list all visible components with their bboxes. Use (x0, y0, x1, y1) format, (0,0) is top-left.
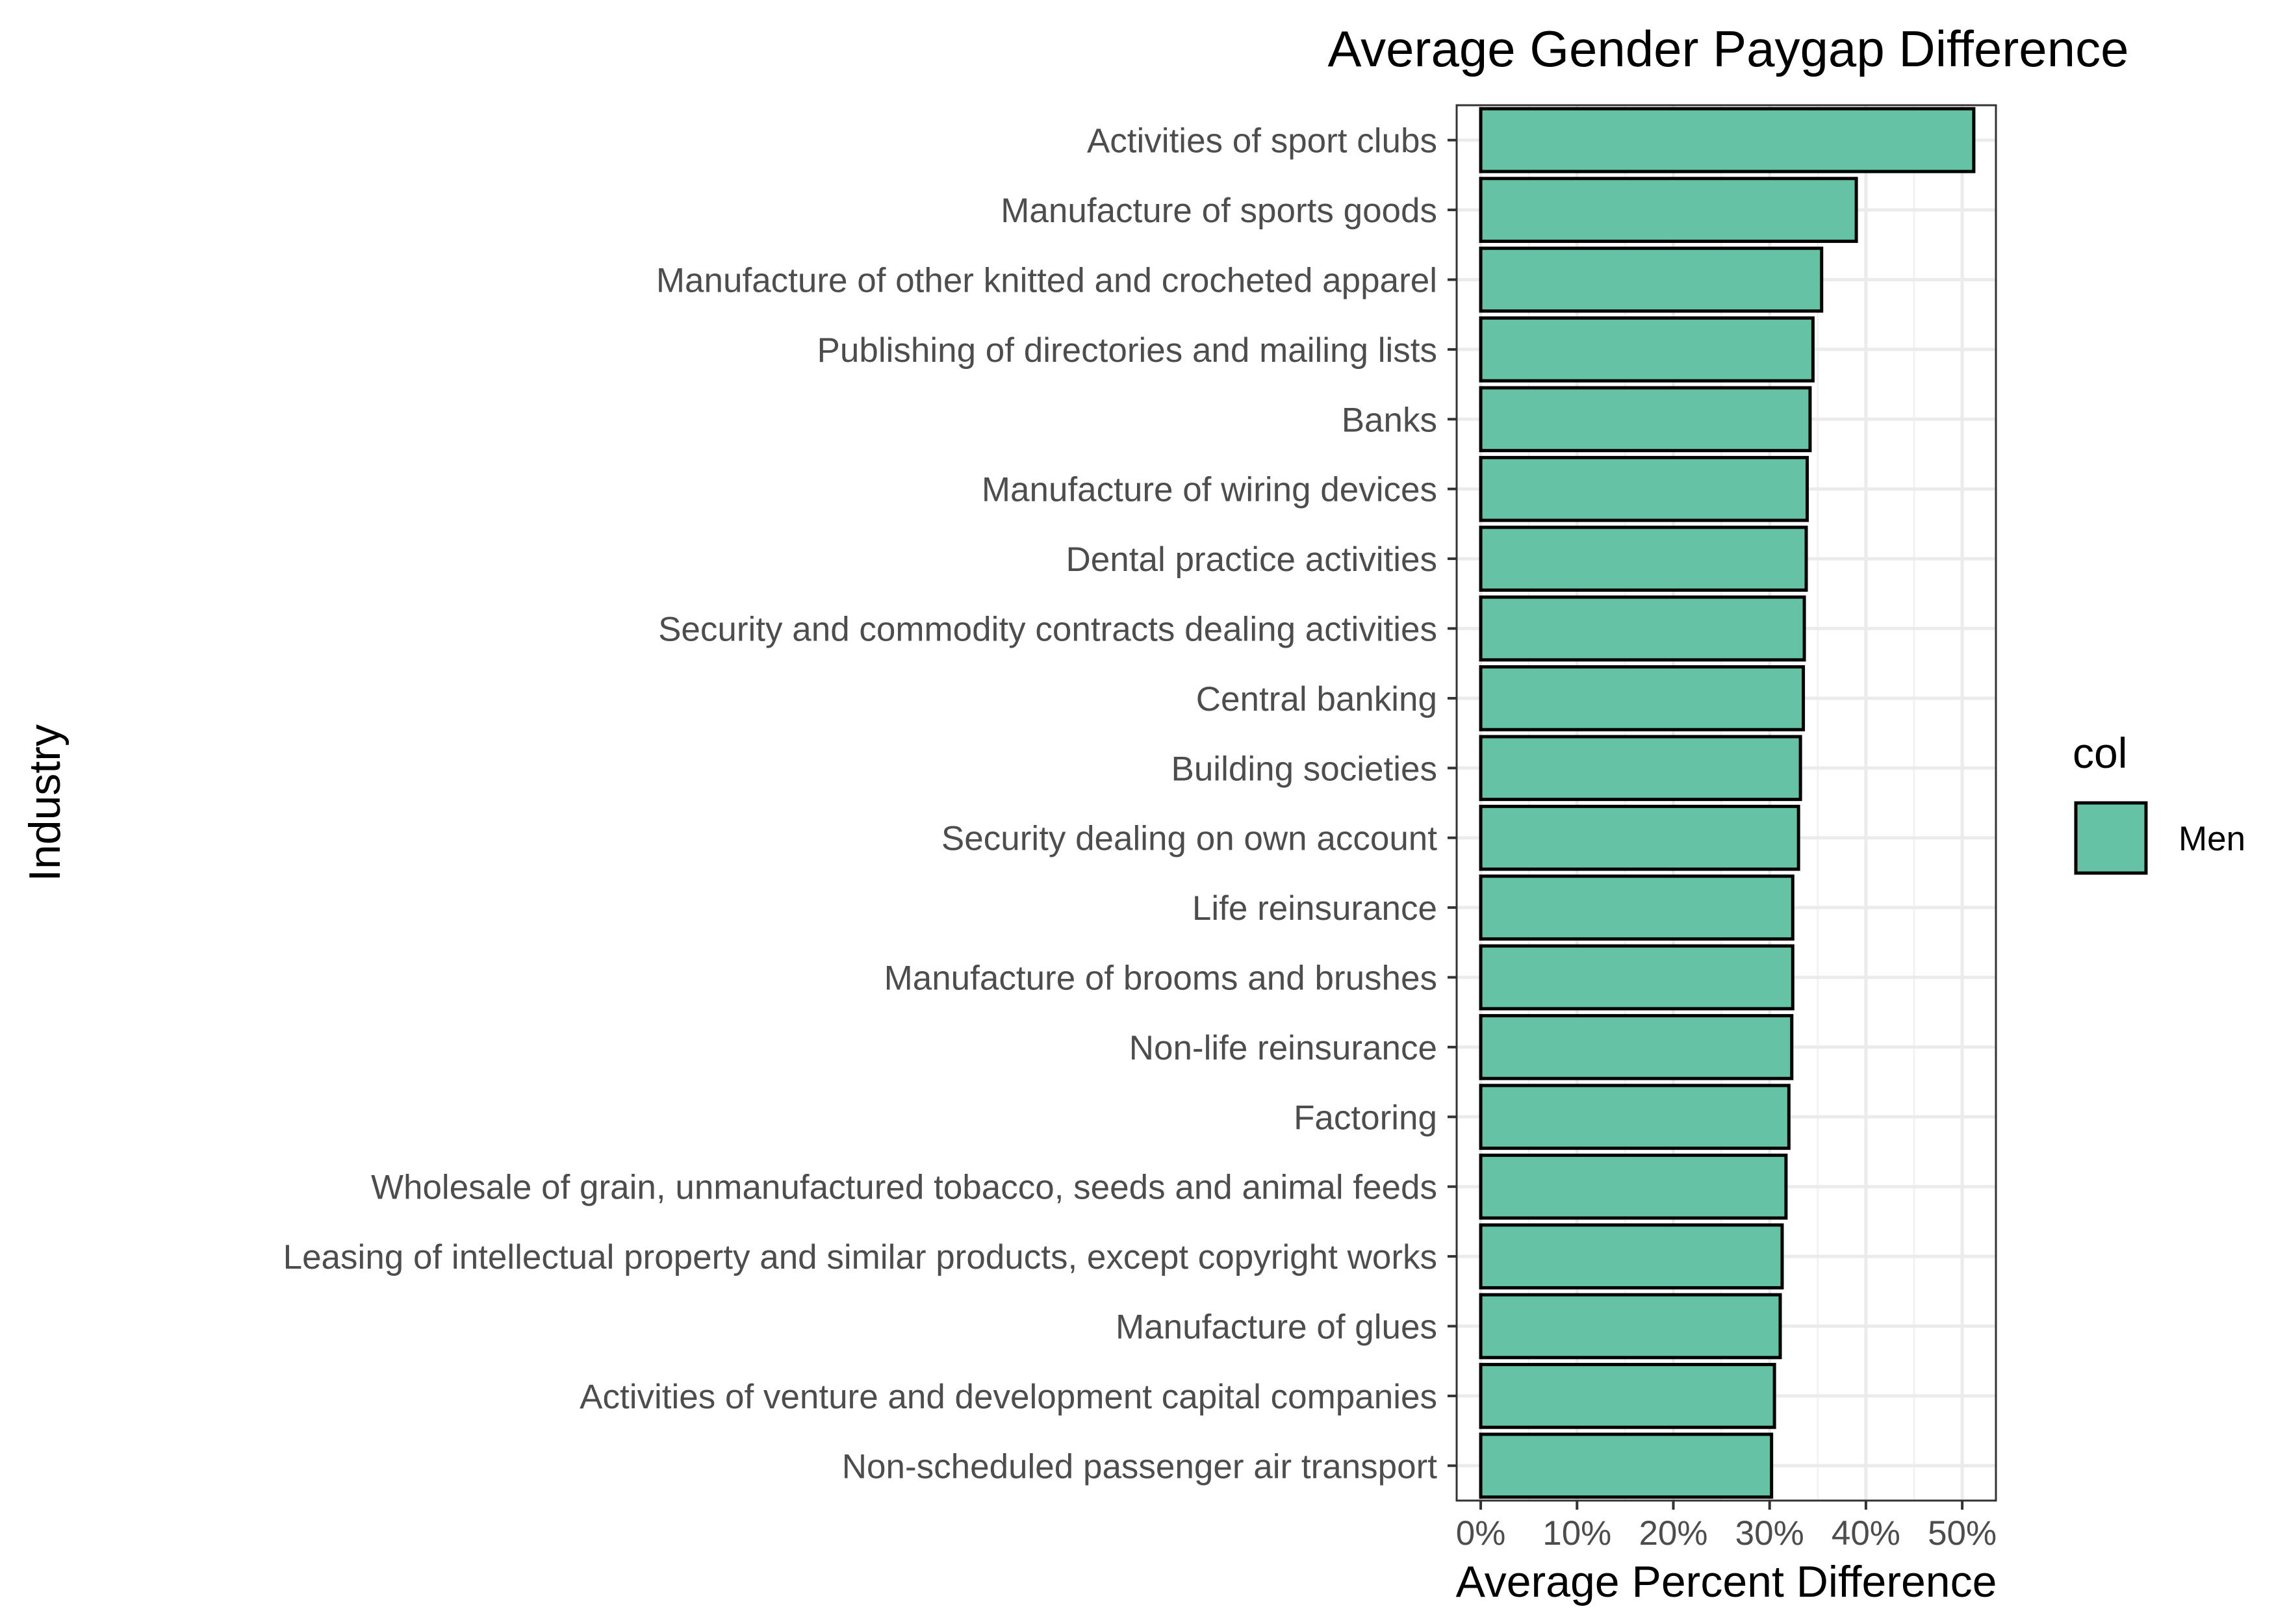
bar (1479, 1223, 1784, 1289)
y-tick-label: Life reinsurance (1192, 889, 1437, 928)
bar (1479, 1153, 1788, 1220)
bar (1479, 246, 1824, 313)
panel-border (1455, 104, 1997, 1502)
bar (1479, 386, 1812, 453)
y-tick-label: Security and commodity contracts dealing… (658, 611, 1437, 649)
bar (1479, 944, 1795, 1011)
y-tick-label: Central banking (1196, 680, 1437, 718)
y-tick-label: Manufacture of brooms and brushes (884, 959, 1437, 998)
x-tick-label: 20% (1639, 1514, 1707, 1553)
bar (1479, 735, 1802, 802)
x-tick-label: 40% (1832, 1514, 1900, 1553)
bar (1479, 874, 1795, 941)
x-tick-label: 10% (1542, 1514, 1611, 1553)
x-tick-label: 50% (1928, 1514, 1997, 1553)
y-tick-label: Non-scheduled passenger air transport (842, 1447, 1438, 1486)
chart-title: Average Gender Paygap Difference (1328, 20, 2129, 77)
y-axis-title: Industry (20, 724, 70, 882)
bar (1479, 455, 1809, 522)
bar (1479, 1014, 1794, 1080)
y-tick-label: Manufacture of glues (1116, 1308, 1437, 1347)
legend: col Men (2073, 729, 2245, 875)
bar (1479, 526, 1808, 592)
y-tick-label: Leasing of intellectual property and sim… (283, 1238, 1437, 1276)
bar (1479, 177, 1858, 243)
bar (1479, 1293, 1782, 1360)
y-tick-label: Manufacture of sports goods (1001, 192, 1437, 230)
legend-label-men: Men (2178, 820, 2245, 858)
bar (1479, 595, 1806, 662)
bar (1479, 316, 1815, 383)
y-tick-label: Wholesale of grain, unmanufactured tobac… (371, 1169, 1437, 1207)
y-tick-label: Activities of sport clubs (1087, 122, 1437, 160)
y-tick-label: Dental practice activities (1066, 540, 1437, 579)
bar (1479, 804, 1800, 871)
bar (1479, 1084, 1791, 1150)
bar (1479, 107, 1976, 173)
y-tick-label: Banks (1342, 401, 1437, 439)
axes: Activities of sport clubs Manufacture of … (283, 122, 1997, 1553)
bar (1479, 1432, 1774, 1499)
bar (1479, 665, 1806, 731)
y-tick-label: Building societies (1171, 750, 1437, 788)
bar (1479, 1363, 1776, 1429)
y-tick-label: Publishing of directories and mailing li… (817, 331, 1437, 370)
y-tick-label: Activities of venture and development ca… (580, 1378, 1437, 1416)
legend-key-men (2074, 801, 2148, 875)
y-tick-label: Manufacture of wiring devices (982, 471, 1437, 509)
y-tick-label: Factoring (1294, 1098, 1437, 1137)
y-tick-label: Non-life reinsurance (1129, 1029, 1437, 1067)
x-tick-label: 30% (1735, 1514, 1804, 1553)
bars (1479, 107, 1976, 1499)
x-tick-label: 0% (1456, 1514, 1506, 1553)
y-tick-label: Security dealing on own account (941, 820, 1437, 858)
x-axis-title: Average Percent Difference (1456, 1557, 1997, 1606)
y-tick-label: Manufacture of other knitted and crochet… (656, 262, 1437, 300)
legend-title: col (2073, 729, 2127, 777)
